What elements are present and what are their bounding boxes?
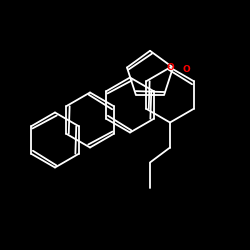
Text: O: O — [182, 66, 190, 74]
Text: O: O — [166, 63, 174, 72]
